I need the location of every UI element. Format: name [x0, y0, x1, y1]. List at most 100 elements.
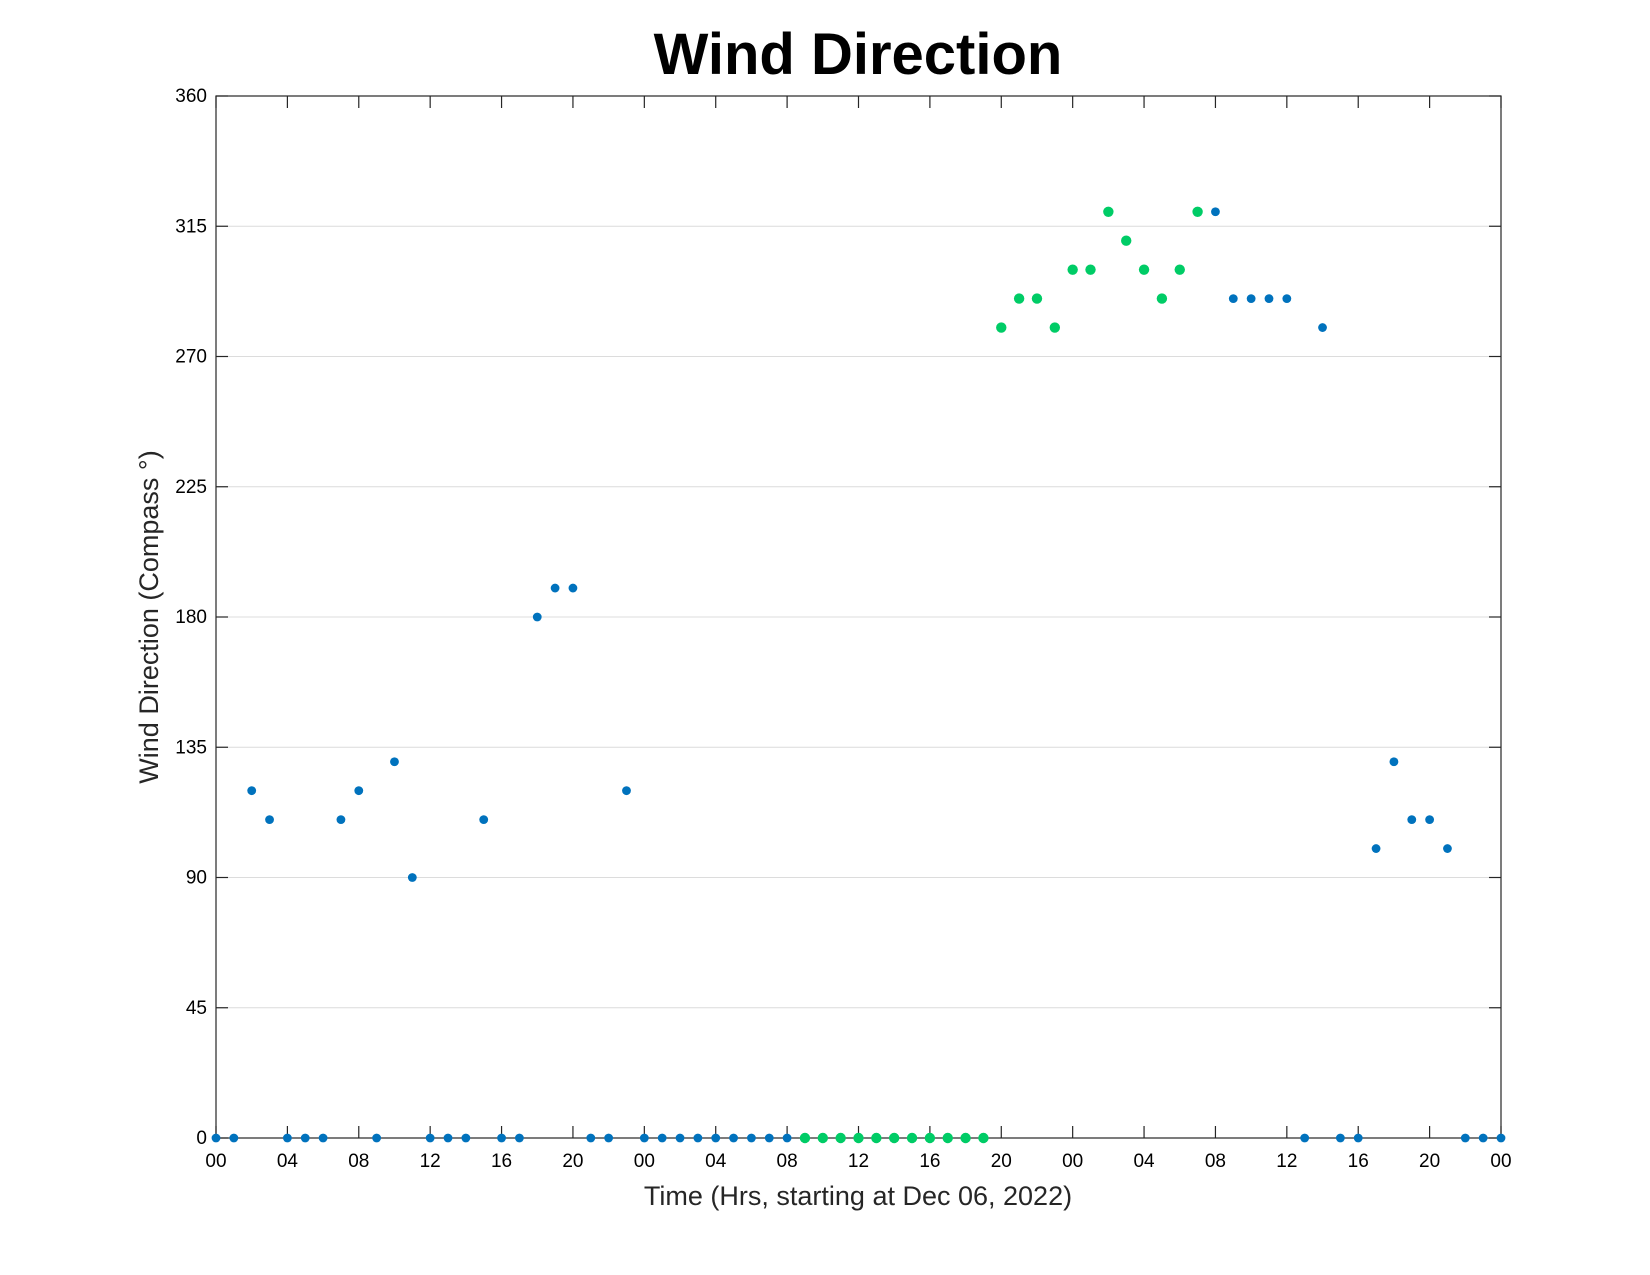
- x-tick-label: 08: [777, 1151, 798, 1172]
- x-tick-label: 04: [705, 1151, 727, 1172]
- x-tick-label: 16: [491, 1151, 512, 1172]
- data-point: [515, 1133, 524, 1143]
- x-tick-label: 08: [1205, 1151, 1226, 1172]
- data-point: [782, 1133, 792, 1143]
- data-point: [747, 1133, 756, 1143]
- data-point: [1085, 264, 1096, 275]
- data-point: [888, 1132, 900, 1144]
- data-point: [1264, 294, 1274, 304]
- x-tick-label: 04: [1133, 1151, 1155, 1172]
- data-point: [1174, 264, 1185, 275]
- data-point: [229, 1133, 239, 1143]
- y-tick-label: 270: [175, 347, 207, 368]
- x-tick-label: 00: [1490, 1151, 1511, 1172]
- data-point: [1246, 294, 1256, 304]
- data-point: [1228, 294, 1238, 304]
- x-tick-label: 20: [562, 1151, 583, 1172]
- y-tick-label: 180: [175, 607, 207, 628]
- data-point: [282, 1133, 292, 1143]
- data-point: [906, 1132, 918, 1144]
- axis-ticks: 0 45 90 135 180 225 270 315 360 00 04 08 12 16 20 00 04 0…: [175, 86, 1511, 1172]
- data-point: [1407, 815, 1417, 825]
- data-point: [853, 1132, 864, 1144]
- data-point: [693, 1133, 703, 1143]
- x-tick-label: 04: [277, 1151, 299, 1172]
- data-point: [568, 583, 578, 593]
- data-point: [622, 786, 631, 796]
- y-tick-label: 0: [196, 1128, 207, 1149]
- x-tick-label: 16: [919, 1151, 940, 1172]
- data-point: [300, 1133, 310, 1143]
- data-point: [336, 815, 346, 825]
- data-point: [586, 1133, 596, 1143]
- x-tick-label: 12: [420, 1151, 441, 1172]
- data-point: [1389, 757, 1399, 767]
- data-point: [1156, 293, 1168, 304]
- data-point: [532, 612, 542, 622]
- data-point: [318, 1133, 328, 1143]
- data-point: [1103, 206, 1114, 217]
- data-point: [1211, 207, 1220, 217]
- data-point: [1371, 844, 1381, 853]
- data-point: [799, 1132, 811, 1144]
- y-tick-label: 135: [175, 737, 207, 758]
- x-tick-label: 00: [634, 1151, 655, 1172]
- data-point: [211, 1133, 221, 1143]
- y-tick-label: 315: [175, 216, 207, 237]
- data-point: [1121, 235, 1132, 246]
- data-point: [497, 1133, 506, 1143]
- data-point: [1300, 1133, 1310, 1143]
- x-tick-label: 20: [991, 1151, 1012, 1172]
- data-point: [835, 1132, 846, 1144]
- data-point: [871, 1132, 882, 1144]
- x-tick-label: 08: [348, 1151, 369, 1172]
- data-point: [1318, 323, 1327, 332]
- x-tick-label: 20: [1419, 1151, 1440, 1172]
- data-point: [425, 1133, 435, 1143]
- data-point: [711, 1133, 721, 1143]
- data-point: [729, 1133, 738, 1143]
- data-point: [1031, 293, 1043, 304]
- data-point: [978, 1132, 989, 1144]
- y-axis-label: Wind Direction (Compass °): [134, 450, 164, 783]
- x-tick-label: 12: [1276, 1151, 1297, 1172]
- data-point: [1282, 294, 1292, 304]
- y-tick-label: 225: [175, 477, 207, 498]
- data-point: [1353, 1133, 1363, 1143]
- data-point: [1460, 1133, 1470, 1143]
- data-point: [265, 815, 274, 825]
- data-point: [1138, 264, 1150, 275]
- y-tick-label: 360: [175, 86, 207, 107]
- data-point: [1335, 1133, 1345, 1143]
- grid-lines: [216, 95, 1501, 1139]
- data-point: [924, 1132, 936, 1144]
- data-point: [942, 1132, 953, 1144]
- data-point: [764, 1133, 774, 1143]
- chart-title: Wind Direction: [654, 22, 1063, 87]
- data-points: [211, 206, 1506, 1144]
- x-axis-label: Time (Hrs, starting at Dec 06, 2022): [644, 1181, 1072, 1211]
- data-point: [479, 815, 489, 825]
- data-point: [1192, 206, 1203, 217]
- data-point: [604, 1133, 614, 1143]
- data-point: [1425, 815, 1435, 825]
- data-point: [443, 1133, 453, 1143]
- data-point: [461, 1133, 471, 1143]
- data-point: [1443, 844, 1452, 853]
- x-tick-label: 00: [205, 1151, 226, 1172]
- data-point: [817, 1132, 829, 1144]
- data-point: [1013, 293, 1025, 304]
- data-point: [1496, 1133, 1506, 1143]
- data-point: [247, 786, 257, 796]
- data-point: [390, 757, 399, 767]
- data-point: [1049, 322, 1061, 333]
- data-point: [657, 1133, 667, 1143]
- data-point: [372, 1133, 382, 1143]
- y-tick-label: 45: [186, 998, 207, 1019]
- data-point: [960, 1132, 971, 1144]
- x-tick-label: 00: [1062, 1151, 1083, 1172]
- data-point: [675, 1133, 685, 1143]
- data-point: [1067, 264, 1078, 275]
- data-point: [639, 1133, 649, 1143]
